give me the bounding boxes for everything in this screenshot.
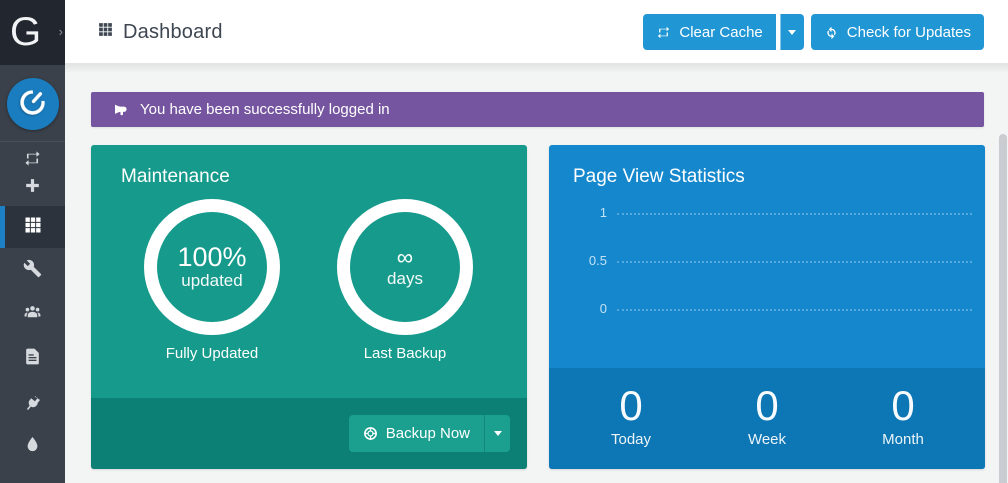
sidebar-item-add[interactable] (0, 174, 65, 202)
clear-cache-label: Clear Cache (679, 23, 763, 41)
y-tick-label: 0.5 (588, 253, 607, 268)
chevron-right-icon[interactable]: › (58, 24, 63, 39)
y-tick-label: 1 (599, 205, 607, 220)
sidebar-item-accounts[interactable] (0, 301, 65, 329)
sidebar-divider (0, 141, 65, 142)
power-icon (18, 87, 48, 122)
chart-gridline-row: 0 (549, 302, 985, 316)
sidebar-item-dashboard[interactable] (0, 206, 65, 248)
caret-down-icon (788, 29, 797, 35)
stat-week-label: Week (747, 431, 787, 448)
page-views-footer: 0 Today 0 Week 0 Month (549, 368, 985, 469)
header-actions: Clear Cache Check for Updates (643, 14, 984, 50)
stat-today-label: Today (610, 431, 652, 448)
clear-cache-dropdown-button[interactable] (779, 14, 804, 50)
backup-now-button[interactable]: Backup Now (348, 415, 484, 452)
clear-cache-button[interactable]: Clear Cache (643, 14, 776, 50)
sidebar-item-sync[interactable] (0, 147, 65, 175)
bullhorn-icon (113, 102, 129, 118)
updates-gauge: 100% updated (144, 199, 280, 335)
page-views-title: Page View Statistics (573, 166, 745, 187)
chart-gridline-row: 1 (549, 206, 985, 220)
plus-icon (23, 176, 42, 200)
backup-button-group: Backup Now (348, 415, 510, 452)
updates-gauge-value: 100% (177, 242, 247, 272)
updates-gauge-label: Fully Updated (165, 345, 259, 362)
backup-now-label: Backup Now (385, 425, 470, 442)
top-header: Dashboard Clear Cache Check for Updates (65, 0, 1008, 64)
dotted-gridline (617, 261, 972, 263)
chart-gridline-row: 0.5 (549, 254, 985, 268)
wrench-icon (23, 259, 42, 283)
page-title: Dashboard (97, 0, 223, 64)
scrollbar-track[interactable] (998, 128, 1008, 483)
dotted-gridline (617, 309, 972, 311)
stat-month-value: 0 (891, 382, 915, 429)
retweet-icon (23, 149, 42, 173)
power-logo-button[interactable] (7, 78, 59, 130)
sidebar-item-configuration[interactable] (0, 257, 65, 285)
caret-down-icon (493, 431, 502, 436)
main-content: You have been successfully logged in Mai… (65, 64, 1008, 483)
maintenance-title: Maintenance (121, 166, 230, 187)
file-text-icon (23, 347, 42, 371)
app-logo[interactable]: G › (0, 0, 65, 65)
stat-today: 0 Today (563, 382, 699, 449)
backup-gauge-unit: days (387, 269, 423, 288)
retweet-icon (656, 25, 671, 40)
maintenance-card: Maintenance 100% updated ∞ days Fully Up… (91, 145, 527, 469)
alert-message: You have been successfully logged in (140, 101, 390, 118)
sidebar-item-themes[interactable] (0, 433, 65, 461)
sidebar-item-plugins[interactable] (0, 389, 65, 417)
stat-week: 0 Week (699, 382, 835, 449)
page-view-statistics-card: Page View Statistics 1 0.5 0 0 Today 0 (549, 145, 985, 469)
backup-gauge-value: ∞ (396, 244, 414, 270)
stat-month: 0 Month (835, 382, 971, 449)
check-updates-label: Check for Updates (846, 23, 971, 41)
dashboard-grid-icon (97, 21, 114, 43)
backup-gauge: ∞ days (337, 199, 473, 335)
scrollbar-thumb[interactable] (999, 134, 1007, 483)
stat-today-value: 0 (619, 382, 643, 429)
dashboard-grid-icon (25, 215, 43, 240)
sidebar: G › (0, 0, 65, 483)
updates-gauge-unit: updated (181, 271, 243, 290)
dotted-gridline (617, 213, 972, 215)
sidebar-item-pages[interactable] (0, 345, 65, 373)
plug-icon (19, 390, 46, 417)
page-title-text: Dashboard (123, 20, 223, 43)
backup-gauge-label: Last Backup (363, 345, 447, 362)
logo-letter: G (10, 10, 42, 54)
maintenance-footer: Backup Now (91, 398, 527, 469)
login-success-alert: You have been successfully logged in (91, 92, 984, 127)
refresh-icon (824, 25, 839, 40)
life-ring-icon (363, 426, 378, 441)
backup-dropdown-button[interactable] (484, 415, 510, 452)
stat-month-label: Month (882, 431, 924, 448)
users-icon (23, 303, 42, 327)
check-updates-button[interactable]: Check for Updates (810, 14, 984, 50)
droplet-icon (23, 435, 42, 459)
y-tick-label: 0 (599, 301, 607, 316)
header-shadow (65, 64, 1008, 73)
stat-week-value: 0 (755, 382, 779, 429)
